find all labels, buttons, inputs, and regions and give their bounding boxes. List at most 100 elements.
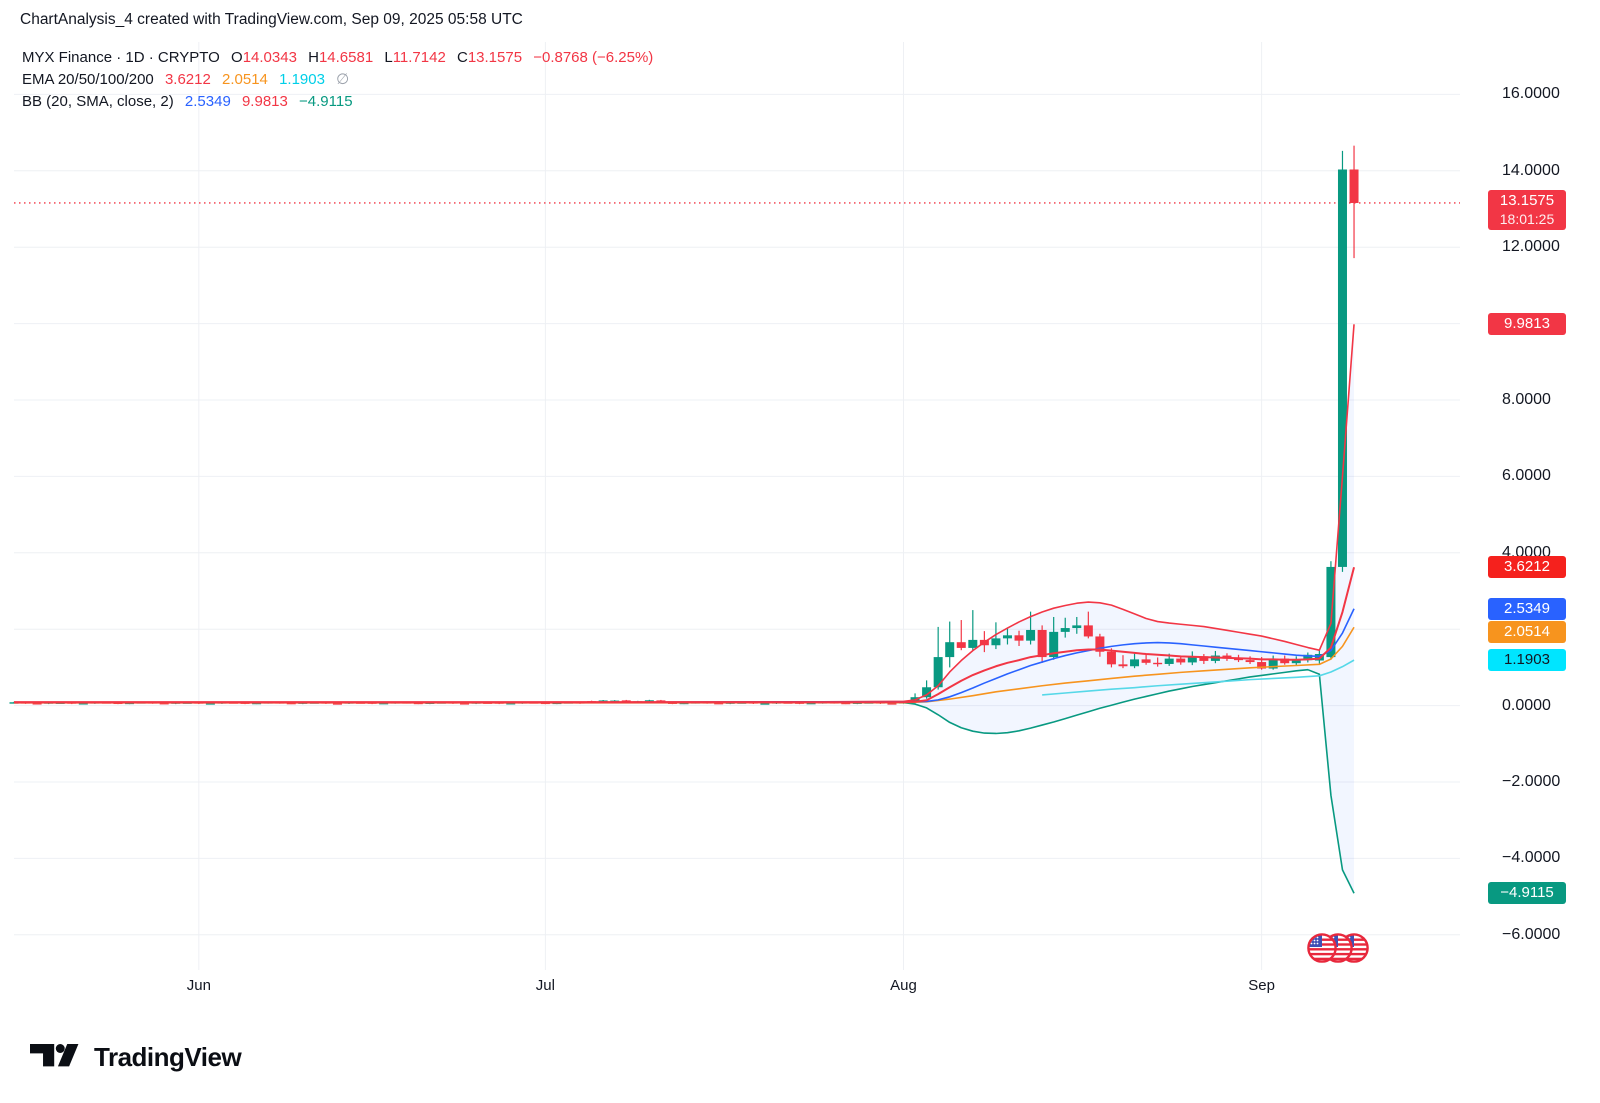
y-axis-label: 8.0000 — [1502, 391, 1551, 408]
ema200-empty-icon: ∅ — [336, 71, 350, 88]
candle-body — [1349, 169, 1359, 203]
candle-body — [332, 703, 342, 705]
month-label-aug: Aug — [890, 977, 917, 994]
y-axis-label: −6.0000 — [1502, 925, 1561, 943]
candle-body — [841, 702, 851, 705]
candle-body — [1245, 660, 1255, 663]
candle-body — [1130, 659, 1140, 667]
indicator-line-bb_upper — [14, 324, 1355, 703]
y-axis-label: −2.0000 — [1502, 773, 1561, 790]
ema100-badge: 1.1903 — [1488, 649, 1566, 672]
y-axis-label: 0.0000 — [1502, 696, 1551, 714]
y-axis-label: 14.0000 — [1502, 161, 1560, 179]
candle-body — [1095, 636, 1105, 652]
candle-body — [1268, 658, 1278, 669]
low-label: L — [384, 49, 393, 66]
ema50-badge: 2.0514 — [1488, 621, 1566, 644]
candle-body — [1118, 664, 1128, 667]
candle-body — [945, 642, 955, 658]
y-axis-label: 16.0000 — [1502, 85, 1560, 103]
indicator-line-ema50 — [14, 626, 1355, 704]
candle-body — [159, 703, 169, 705]
candle-body — [1083, 625, 1093, 637]
symbol-legend-row[interactable]: MYX Finance · 1D · CRYPTO O14.0343 H14.6… — [22, 47, 653, 69]
bb-lower-badge: −4.9115 — [1488, 882, 1566, 905]
candle-body — [1072, 625, 1082, 629]
candle-body — [1037, 629, 1047, 658]
ema20-value: 3.6212 — [164, 71, 211, 88]
low-value: 11.7142 — [392, 49, 446, 66]
candle-body — [379, 702, 389, 705]
candle-body — [968, 639, 978, 648]
candle-body — [1257, 662, 1267, 669]
indicator-line-bb_lower — [14, 668, 1355, 894]
candle-body — [887, 703, 897, 705]
bb-upper-badge: 9.9813 — [1488, 313, 1566, 336]
candle-body — [714, 702, 724, 705]
indicator-line-bb_basis — [14, 608, 1355, 704]
candle-body — [1176, 658, 1186, 663]
candle-body — [32, 703, 42, 705]
candle-body — [1153, 662, 1163, 665]
candle-body — [922, 687, 932, 698]
candle-body — [205, 703, 215, 705]
bb-basis-value: 2.5349 — [184, 93, 231, 110]
candle-body — [1141, 659, 1151, 663]
indicator-line-ema100 — [1042, 659, 1355, 696]
month-label-jun: Jun — [186, 977, 211, 994]
candle-body — [933, 657, 943, 688]
high-value: 14.6581 — [318, 49, 374, 66]
y-axis-label: 12.0000 — [1502, 238, 1560, 256]
candle-body — [1199, 656, 1209, 661]
y-axis-label: 6.0000 — [1502, 467, 1551, 485]
open-label: O — [231, 49, 243, 66]
candle-body — [1164, 658, 1174, 664]
tradingview-logo[interactable]: TradingView — [30, 1042, 242, 1073]
candle-body — [1187, 656, 1197, 663]
high-label: H — [308, 49, 319, 66]
change-value: −0.8768 (−6.25%) — [533, 49, 654, 66]
candle-body — [1049, 631, 1059, 658]
bb-legend-row[interactable]: BB (20, SMA, close, 2) 2.5349 9.9813 −4.… — [22, 91, 653, 113]
month-label-jul: Jul — [535, 977, 555, 994]
bb-upper-value: 9.9813 — [241, 93, 288, 110]
bollinger-fill — [822, 324, 1355, 894]
candle-body — [78, 703, 88, 705]
candle-body — [1303, 654, 1313, 661]
candle-body — [956, 642, 966, 648]
chart-legend: MYX Finance · 1D · CRYPTO O14.0343 H14.6… — [22, 47, 653, 113]
symbol-name[interactable]: MYX Finance · 1D · CRYPTO — [22, 49, 220, 66]
us-flag-icon — [1308, 934, 1336, 961]
candle-body — [621, 700, 631, 702]
month-label-sep: Sep — [1248, 977, 1275, 994]
candle-body — [1002, 635, 1012, 639]
us-flag-icons — [1302, 930, 1392, 970]
candle-body — [1026, 629, 1036, 641]
tradingview-logo-mark — [30, 1043, 79, 1066]
gridlines — [14, 42, 1460, 970]
ema-label: EMA 20/50/100/200 — [22, 71, 154, 88]
candle-body — [506, 703, 516, 705]
tradingview-logo-text: TradingView — [94, 1042, 242, 1072]
ema-legend-row[interactable]: EMA 20/50/100/200 3.6212 2.0514 1.1903 ∅ — [22, 69, 653, 91]
candle-body — [1337, 169, 1347, 567]
ema100-value: 1.1903 — [279, 71, 325, 88]
candle-body — [806, 702, 816, 705]
chart-title: ChartAnalysis_4 created with TradingView… — [20, 11, 523, 28]
candle-body — [1106, 651, 1116, 665]
bb-basis-badge: 2.5349 — [1488, 597, 1566, 620]
candle-body — [1280, 658, 1290, 664]
ema20-badge: 3.6212 — [1488, 556, 1566, 579]
candle-body — [460, 703, 470, 705]
open-value: 14.0343 — [242, 49, 297, 66]
candle-body — [644, 700, 654, 702]
candle-body — [991, 638, 1001, 646]
candle-body — [1060, 628, 1070, 632]
close-value: 13.1575 — [467, 49, 523, 66]
candle-body — [1291, 660, 1301, 664]
indicator-line-ema20 — [14, 567, 1356, 704]
bb-lower-value: −4.9115 — [299, 93, 353, 110]
candle-body — [1234, 658, 1244, 661]
